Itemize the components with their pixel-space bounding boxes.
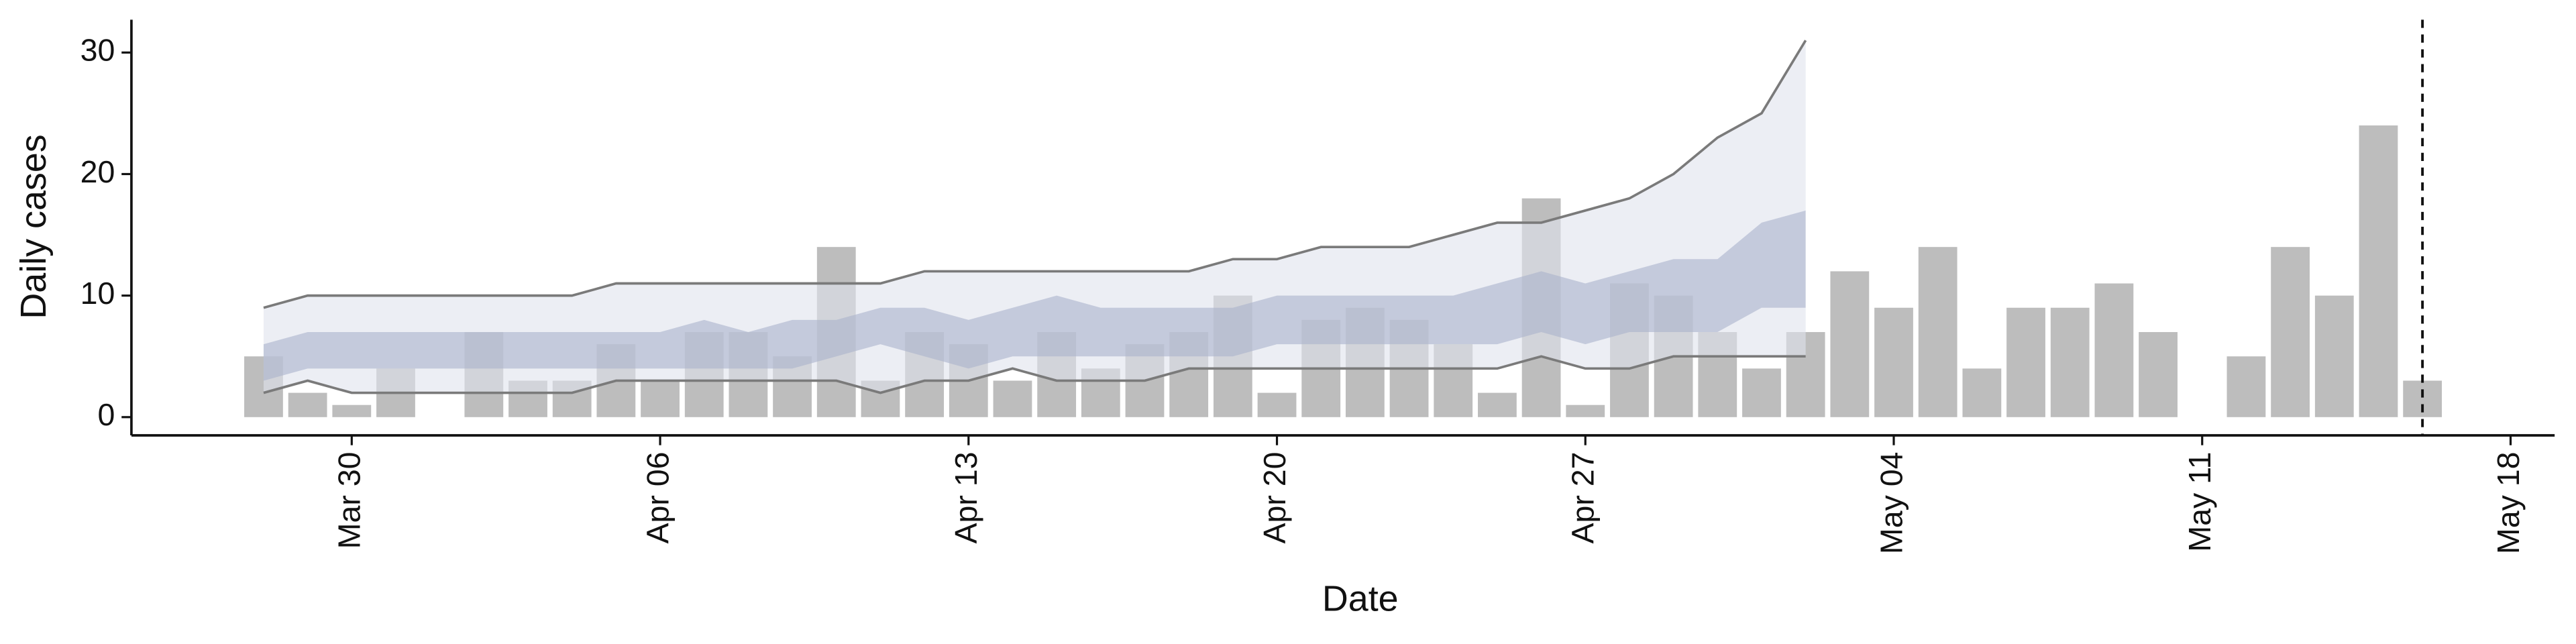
y-tick-label: 20 [80,154,115,189]
y-tick-label: 0 [98,397,115,432]
bar [1478,392,1517,417]
bar [2314,295,2354,417]
bar [1742,368,1781,417]
x-tick-label: Apr 27 [1566,451,1601,543]
bar [1874,307,1913,417]
bar [2094,283,2134,417]
bar [2271,247,2310,417]
bar [1918,247,1957,417]
bar [2050,307,2090,417]
x-tick-label: Mar 30 [332,451,367,549]
x-tick-label: May 04 [1874,451,1909,554]
x-tick-label: Apr 06 [640,451,675,543]
interval-line [263,40,1807,309]
bar [2226,356,2266,417]
interval-line [263,355,1806,394]
bar [641,380,680,417]
x-tick-label: Apr 20 [1257,451,1292,543]
x-tick-label: May 18 [2491,451,2526,554]
y-axis-title: Daily cases [13,134,54,319]
bar [1566,405,1605,417]
x-tick-label: May 11 [2182,451,2217,551]
bar [2139,331,2178,417]
y-tick-label: 30 [80,33,115,68]
bar [1830,271,1870,417]
x-tick-label: Apr 13 [949,451,983,543]
bar [993,380,1032,417]
bar [1962,368,2002,417]
bar [2359,125,2398,417]
bar [332,405,372,417]
bar [2006,307,2045,417]
x-axis-title: Date [1322,579,1399,619]
bar [288,392,327,417]
interval-band [263,210,1806,381]
bar [1257,392,1297,417]
y-tick-label: 10 [80,276,115,311]
